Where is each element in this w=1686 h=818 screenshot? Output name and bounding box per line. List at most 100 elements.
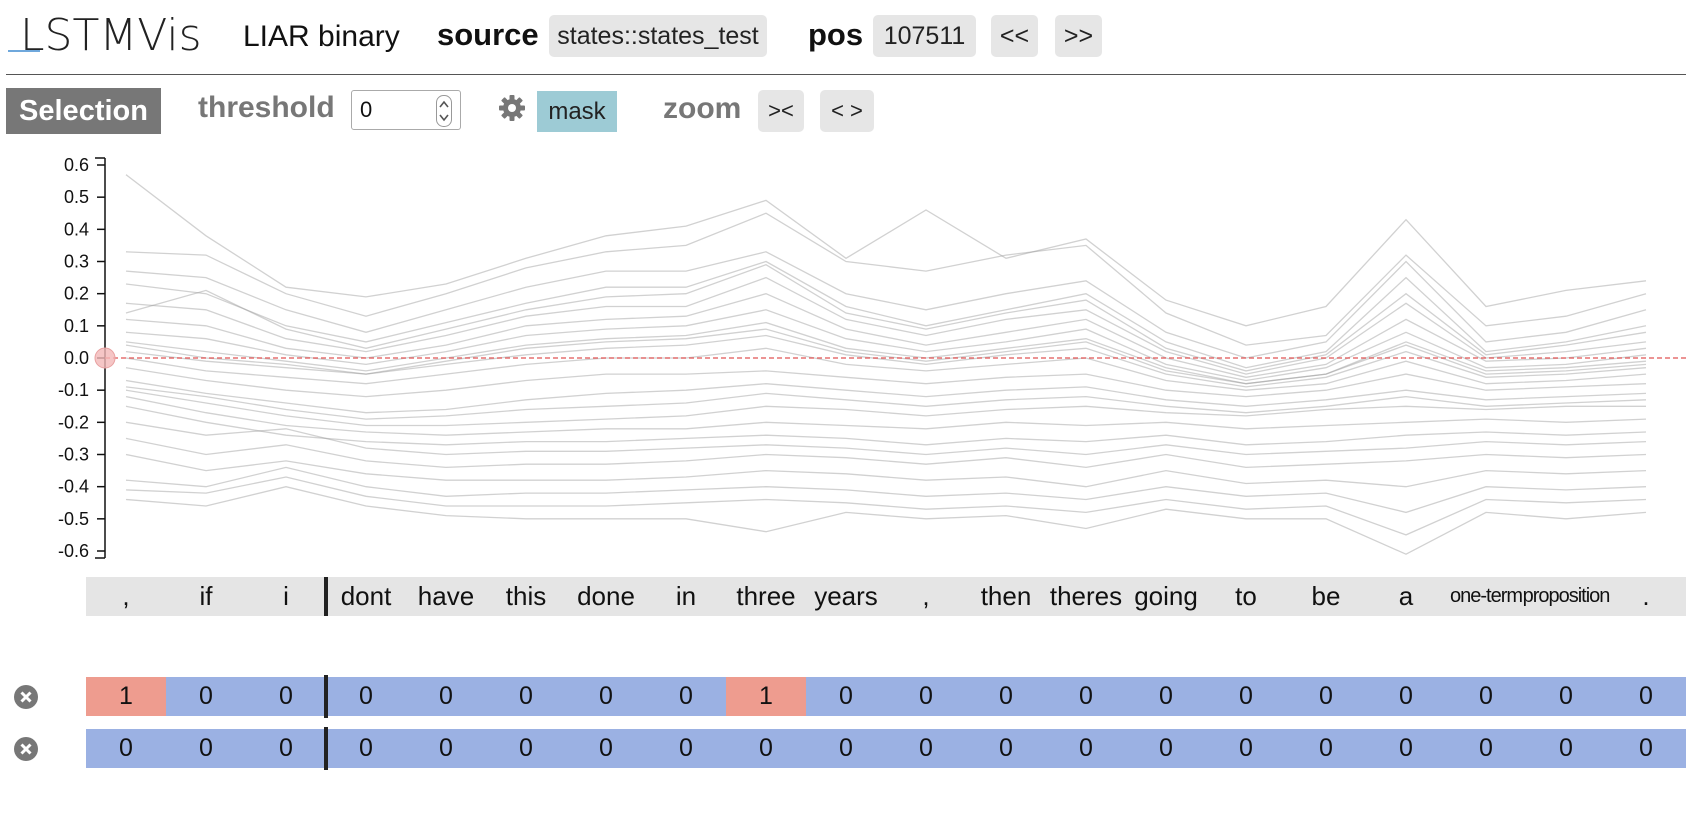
- cell-state-line[interactable]: [125, 309, 1647, 382]
- annotation-cell: 0: [246, 677, 326, 716]
- prev-button[interactable]: <<: [991, 15, 1038, 57]
- annotation-cell: 1: [726, 677, 806, 716]
- word-sequence: , if i dont have this done in three years, then the…: [86, 577, 1686, 616]
- annotation-cell: 0: [1526, 677, 1606, 716]
- word-token[interactable]: then: [980, 581, 1032, 611]
- pos-value[interactable]: 107511: [873, 15, 976, 57]
- word-token[interactable]: have: [417, 581, 475, 611]
- annotation-cell: 0: [166, 729, 246, 768]
- cell-state-line[interactable]: [125, 476, 1647, 536]
- zoom-in-button[interactable]: ><: [758, 90, 804, 132]
- word-token[interactable]: one-term: [1449, 585, 1523, 607]
- cell-state-line[interactable]: [125, 386, 1647, 420]
- cell-state-line[interactable]: [125, 347, 1647, 391]
- cell-state-line[interactable]: [125, 328, 1647, 385]
- annotation-cell: 0: [1526, 729, 1606, 768]
- y-tick-label: -0.5: [58, 509, 89, 529]
- cell-state-line[interactable]: [125, 421, 1647, 456]
- annotation-cell: 0: [1366, 729, 1446, 768]
- word-token[interactable]: ,: [922, 581, 930, 611]
- y-tick-label: -0.1: [58, 380, 89, 400]
- cell-state-line[interactable]: [125, 276, 1647, 375]
- word-token[interactable]: proposition: [1522, 585, 1611, 607]
- cell-state-line[interactable]: [125, 379, 1647, 414]
- word-token[interactable]: if: [199, 581, 213, 611]
- cell-state-line[interactable]: [125, 453, 1647, 488]
- y-tick-label: 0.5: [64, 187, 89, 207]
- annotation-cell: 0: [886, 729, 966, 768]
- word-token[interactable]: dont: [340, 581, 392, 611]
- word-token[interactable]: to: [1235, 581, 1257, 611]
- gear-icon[interactable]: [497, 93, 527, 123]
- word-token[interactable]: years: [814, 581, 878, 611]
- selection-boundary[interactable]: [324, 577, 328, 616]
- annotation-cell: 0: [1126, 677, 1206, 716]
- y-tick-label: 0.6: [64, 155, 89, 175]
- cell-state-line[interactable]: [125, 395, 1647, 436]
- next-button[interactable]: >>: [1055, 15, 1102, 57]
- annotation-cell: 0: [646, 729, 726, 768]
- annotation-cell: 0: [1206, 729, 1286, 768]
- annotation-cell: 0: [1606, 677, 1686, 716]
- word-token[interactable]: .: [1642, 581, 1650, 611]
- cell-state-line[interactable]: [125, 389, 1646, 427]
- cell-state-line[interactable]: [125, 334, 1647, 388]
- cell-state-line[interactable]: [125, 405, 1647, 446]
- threshold-handle[interactable]: [94, 347, 116, 369]
- word-token[interactable]: in: [675, 581, 697, 611]
- cell-state-line[interactable]: [125, 367, 1647, 398]
- source-selector[interactable]: states::states_test: [549, 15, 767, 57]
- cell-state-line[interactable]: [125, 486, 1647, 555]
- zoom-out-button[interactable]: < >: [820, 90, 874, 132]
- row-selection-boundary: [324, 675, 328, 718]
- annotation-cell: 0: [1046, 677, 1126, 716]
- y-tick-label: 0.0: [64, 348, 89, 368]
- annotation-cell: 0: [326, 729, 406, 768]
- header-divider: [6, 74, 1686, 75]
- threshold-spinner-icon[interactable]: [436, 95, 452, 127]
- word-token[interactable]: be: [1311, 581, 1341, 611]
- remove-row-2-icon[interactable]: [13, 736, 39, 762]
- annotation-cell: 0: [806, 729, 886, 768]
- remove-row-1-icon[interactable]: [13, 684, 39, 710]
- word-token[interactable]: going: [1134, 581, 1198, 611]
- cell-state-line[interactable]: [125, 174, 1647, 327]
- annotation-cell: 0: [966, 729, 1046, 768]
- word-token[interactable]: this: [505, 581, 547, 611]
- cell-state-line[interactable]: [125, 212, 1647, 346]
- annotation-cell: 0: [86, 729, 166, 768]
- word-token[interactable]: ,: [122, 581, 130, 611]
- y-tick-label: 0.2: [64, 284, 89, 304]
- annotation-cell: 0: [406, 677, 486, 716]
- annotation-cell: 0: [1206, 677, 1286, 716]
- annotation-cell: 0: [1366, 677, 1446, 716]
- word-token[interactable]: i: [283, 581, 289, 611]
- cell-states-chart[interactable]: 0.6 0.5 0.4 0.3 0.2 0.1 0.0 -0.1 -0.2 -0.3 -0.4 -0.…: [0, 148, 1686, 568]
- annotation-cell: 0: [1126, 729, 1206, 768]
- cell-state-line[interactable]: [125, 263, 1647, 372]
- word-token[interactable]: done: [577, 581, 635, 611]
- selection-title: Selection: [6, 88, 161, 134]
- cell-state-line[interactable]: [125, 260, 1647, 369]
- cell-state-line[interactable]: [125, 293, 1647, 378]
- cell-state-line[interactable]: [125, 437, 1647, 469]
- mask-button[interactable]: mask: [537, 91, 617, 132]
- annotation-cell: 0: [1286, 729, 1366, 768]
- annotation-cell: 0: [566, 677, 646, 716]
- cell-state-line[interactable]: [125, 321, 1647, 385]
- word-token[interactable]: a: [1398, 581, 1414, 611]
- zoom-label: zoom: [663, 92, 742, 125]
- threshold-label: threshold: [198, 91, 335, 124]
- app-title: LSTMVis: [20, 10, 202, 60]
- source-label: source: [437, 17, 539, 52]
- word-token[interactable]: theres: [1049, 581, 1123, 611]
- annotation-cell: 0: [326, 677, 406, 716]
- y-tick-label: 0.3: [64, 252, 89, 272]
- annotation-cell: 0: [1046, 729, 1126, 768]
- cell-state-line[interactable]: [125, 466, 1647, 514]
- word-token[interactable]: three: [736, 581, 796, 611]
- annotation-cell: 0: [726, 729, 806, 768]
- cell-state-line[interactable]: [125, 251, 1647, 359]
